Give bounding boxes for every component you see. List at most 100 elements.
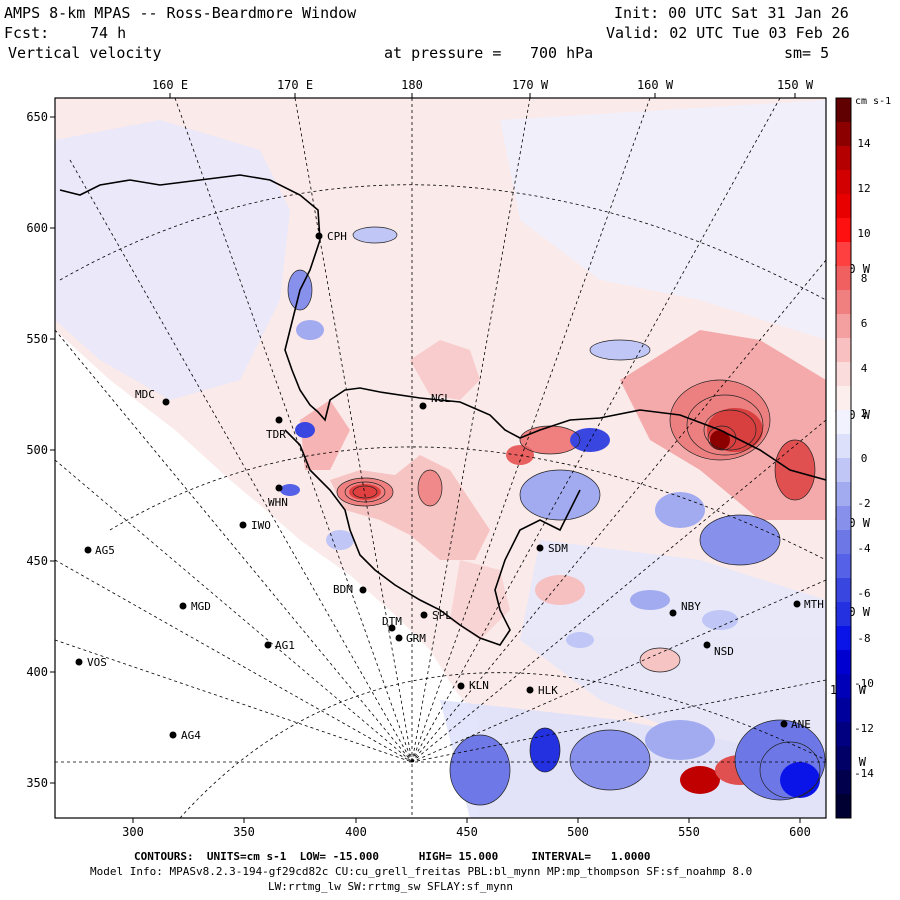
station-label: WHN: [268, 496, 288, 509]
colorbar-band: [836, 314, 851, 339]
colorbar-label: 0: [861, 452, 868, 465]
station-label: VOS: [87, 656, 107, 669]
x-ticks: [132, 818, 801, 823]
x-tick-label: 300: [122, 825, 144, 839]
x-tick-label: 350: [233, 825, 255, 839]
plot-frame: [54, 97, 827, 819]
station-label: SPL: [432, 609, 452, 622]
colorbar-band: [836, 578, 851, 603]
y-tick-label: 400: [26, 665, 48, 679]
coastline: [59, 174, 826, 646]
colorbar-band: [836, 554, 851, 579]
station-marker: [703, 641, 711, 649]
colorbar-band: [836, 290, 851, 315]
y-tick-label: 550: [26, 332, 48, 346]
station-label: TDR: [266, 428, 286, 441]
station-label: MDC: [135, 388, 155, 401]
x-tick-label: 450: [456, 825, 478, 839]
negative-cells: [280, 227, 825, 805]
station-marker: [169, 731, 177, 739]
station-marker: [239, 521, 247, 529]
colorbar-band: [836, 482, 851, 507]
valid-time: Valid: 02 UTC Tue 03 Feb 26: [606, 24, 850, 42]
colorbar-label: -4: [857, 542, 871, 555]
station-label: IWO: [251, 519, 271, 532]
station-marker: [457, 682, 465, 690]
station-label: AG5: [95, 544, 115, 557]
colorbar-label: 10: [857, 227, 870, 240]
colorbar-units: cm s-1: [855, 96, 891, 107]
colorbar: [835, 97, 852, 819]
station-marker: [84, 546, 92, 554]
colorbar-band: [836, 194, 851, 219]
colorbar-band: [836, 770, 851, 795]
y-axis-labels: 650 600 550 500 450 400 350: [26, 110, 48, 790]
graticule: [55, 98, 826, 818]
colorbar-band: [836, 218, 851, 243]
lon-label: 160 W: [637, 78, 674, 92]
top-ticks: [169, 93, 796, 98]
station-marker: [388, 624, 396, 632]
colorbar-band: [836, 242, 851, 267]
colorbar-band: [836, 386, 851, 411]
station-label: HLK: [538, 684, 558, 697]
lon-label: 180: [401, 78, 423, 92]
station-label: MGD: [191, 600, 211, 613]
colorbar-label: -2: [857, 497, 870, 510]
station-label: NBY: [681, 600, 701, 613]
colorbar-label: 14: [857, 137, 871, 150]
positive-cells: [300, 330, 826, 794]
station-marker: [315, 232, 323, 240]
station-label: MTH: [804, 598, 824, 611]
model-info: Model Info: MPASv8.2.3-194-gf29cd82c CU:…: [90, 865, 753, 878]
station-label: ANE: [791, 718, 811, 731]
station-marker: [526, 686, 534, 694]
station-marker: [75, 658, 83, 666]
colorbar-band: [836, 722, 851, 747]
init-time: Init: 00 UTC Sat 31 Jan 26: [614, 4, 849, 22]
colorbar-label: 8: [861, 272, 868, 285]
contour-lines: [287, 226, 826, 806]
x-tick-label: 500: [567, 825, 589, 839]
stations: CPH MDC NGL TDR WHN IWO AG5 SDM BDM MGD …: [75, 230, 824, 742]
station-marker: [536, 544, 544, 552]
station-label: CPH: [327, 230, 347, 243]
contour-info: CONTOURS: UNITS=cm s-1 LOW= -15.000 HIGH…: [134, 850, 651, 863]
colorbar-band: [836, 602, 851, 627]
forecast-hour: 74 h: [90, 24, 127, 42]
station-marker: [420, 611, 428, 619]
station-marker: [275, 416, 283, 424]
station-marker: [359, 586, 367, 594]
colorbar-label: -12: [854, 722, 874, 735]
colorbar-band: [836, 146, 851, 171]
lon-labels-top: 160 E 170 E 180 170 W 160 W 150 W: [152, 78, 814, 92]
colorbar-label: 12: [857, 182, 870, 195]
colorbar-band: [836, 674, 851, 699]
colorbar-band: [836, 458, 851, 483]
lon-label: 160 E: [152, 78, 188, 92]
y-tick-label: 600: [26, 221, 48, 235]
lon-label: 170 W: [512, 78, 549, 92]
station-marker: [669, 609, 677, 617]
no-data-region: [55, 330, 480, 818]
colorbar-label: -6: [857, 587, 870, 600]
station-marker: [395, 634, 403, 642]
station-label: NGL: [431, 392, 451, 405]
colorbar-band: [836, 650, 851, 675]
station-marker: [793, 600, 801, 608]
station-marker: [264, 641, 272, 649]
station-marker: [419, 402, 427, 410]
colorbar-band: [836, 170, 851, 195]
lon-label: 170 E: [277, 78, 313, 92]
colorbar-label: 2: [861, 407, 868, 420]
colorbar-band: [836, 266, 851, 291]
station-label: AG1: [275, 639, 295, 652]
colorbar-band: [836, 98, 851, 123]
y-tick-label: 350: [26, 776, 48, 790]
station-label: NSD: [714, 645, 734, 658]
colorbar-band: [836, 746, 851, 771]
station-label: BDM: [333, 583, 353, 596]
forecast-label: Fcst:: [4, 24, 50, 42]
y-tick-label: 500: [26, 443, 48, 457]
